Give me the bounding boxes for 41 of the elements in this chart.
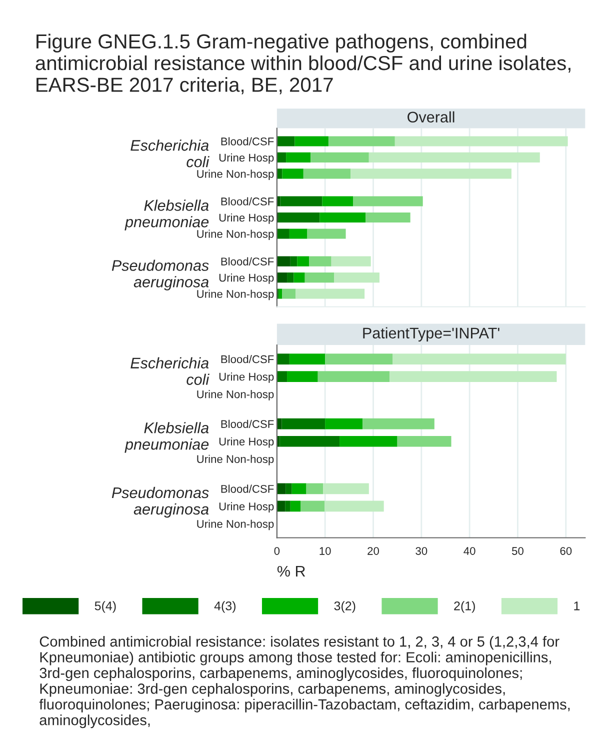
x-tick-label: 30 (416, 547, 428, 555)
y-tick-label: Urine Non-hosp (197, 290, 274, 300)
text: Klebsiella pneumoniae (124, 422, 209, 453)
y-tick-label: Urine Hosp (219, 213, 274, 224)
y-tick-label: Urine Hosp (219, 437, 274, 448)
y-tick-label: Urine Hosp (219, 274, 274, 284)
y-tick-label: Urine Non-hosp (197, 170, 274, 180)
x-tick-label: 10 (320, 547, 331, 555)
legend-label: 1 (574, 602, 580, 610)
chart-title: Figure GNEG.1.5 Gram-negative pathogens, combined antimicrobial resistance within blood/CSF and urine isolates, EARS-BE 2017 criteria, BE, 2017 (36, 34, 570, 94)
y-tick-label: Urine Non-hosp (197, 520, 274, 530)
text: Pseudomonas aeruginosa (112, 260, 209, 290)
text: Escherichia coli (130, 357, 210, 385)
chart-subtitle: Overall (408, 111, 454, 123)
y-tick-label: Urine Non-hosp (197, 454, 274, 466)
x-axis-title: % R (277, 566, 306, 577)
y-tick-label: Blood/CSF (221, 137, 274, 146)
y-tick-label: Urine Hosp (219, 153, 274, 164)
x-tick-label: 50 (512, 547, 524, 555)
legend-label: 5(4) (94, 601, 116, 613)
y-tick-label: Urine Hosp (219, 372, 274, 383)
y-tick-label: Blood/CSF (221, 257, 274, 266)
y-tick-label: Urine Hosp (219, 502, 274, 513)
legend-label: 3(2) (334, 601, 356, 613)
legend-label: 4(3) (214, 601, 236, 613)
y-tick-label: Blood/CSF (221, 354, 274, 364)
x-tick-label: 20 (368, 547, 379, 555)
y-tick-label: Blood/CSF (221, 420, 274, 428)
text: Combined antimicrobial resistance: isolates resistant to 1, 2, 3, 4 or 5 (1,2,3,4 for Kpneumoniae) antibiotic groups among those tested for: Ecoli: aminopenicillins, 3rd-gen cephalosporins, carbapenems, aminoglycosides, fluoroquinolones; Kpneumoniae: 3rd-gen cephalosporins, carbapenems, aminoglycosides, fluoroquinolones; Paeruginosa: piperacillin-Tazobactam, ceftazidim, carbapenems, aminoglycosides, (39, 636, 570, 728)
y-tick-label: Urine Non-hosp (197, 230, 274, 240)
x-tick-label: 0 (274, 547, 280, 555)
chart-subtitle: PatientType='INPAT' (363, 327, 500, 342)
y-tick-label: Urine Non-hosp (197, 390, 274, 400)
y-tick-label: Blood/CSF (221, 197, 274, 206)
legend-label: 2(1) (454, 601, 475, 613)
y-tick-label: Blood/CSF (221, 484, 274, 493)
x-tick-label: 60 (560, 547, 572, 555)
text: Pseudomonas aeruginosa (112, 486, 209, 518)
text: Escherichia coli (130, 140, 210, 168)
text: Klebsiella pneumoniae (124, 200, 209, 230)
x-tick-label: 40 (464, 547, 476, 555)
